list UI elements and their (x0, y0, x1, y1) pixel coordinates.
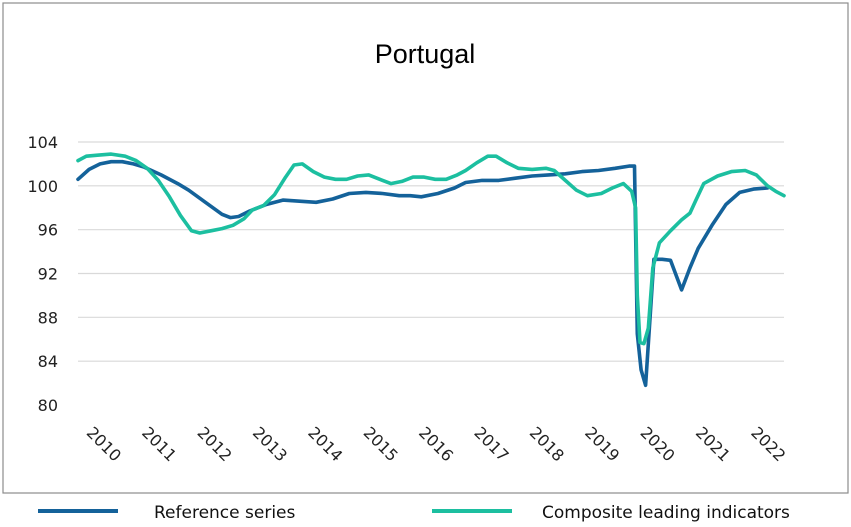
y-tick-label: 96 (38, 221, 58, 240)
legend: Reference series Composite leading indic… (38, 503, 790, 523)
y-tick-label: 92 (38, 265, 58, 284)
series-line-reference-series (76, 159, 770, 388)
y-tick-label: 104 (27, 133, 58, 152)
chart-title: Portugal (375, 39, 476, 69)
series-line-composite-leading-indicators (76, 152, 786, 346)
legend-label-composite-leading-indicators: Composite leading indicators (542, 503, 790, 523)
y-tick-label: 80 (38, 396, 58, 415)
y-axis-ticks: 80 84 88 92 96 100 104 (27, 133, 58, 415)
gridlines (78, 141, 784, 362)
chart-frame (2, 2, 849, 494)
series-lines (76, 152, 786, 388)
y-tick-label: 84 (38, 352, 58, 371)
y-tick-label: 100 (27, 177, 58, 196)
y-tick-label: 88 (38, 308, 58, 327)
legend-label-reference-series: Reference series (154, 503, 295, 523)
